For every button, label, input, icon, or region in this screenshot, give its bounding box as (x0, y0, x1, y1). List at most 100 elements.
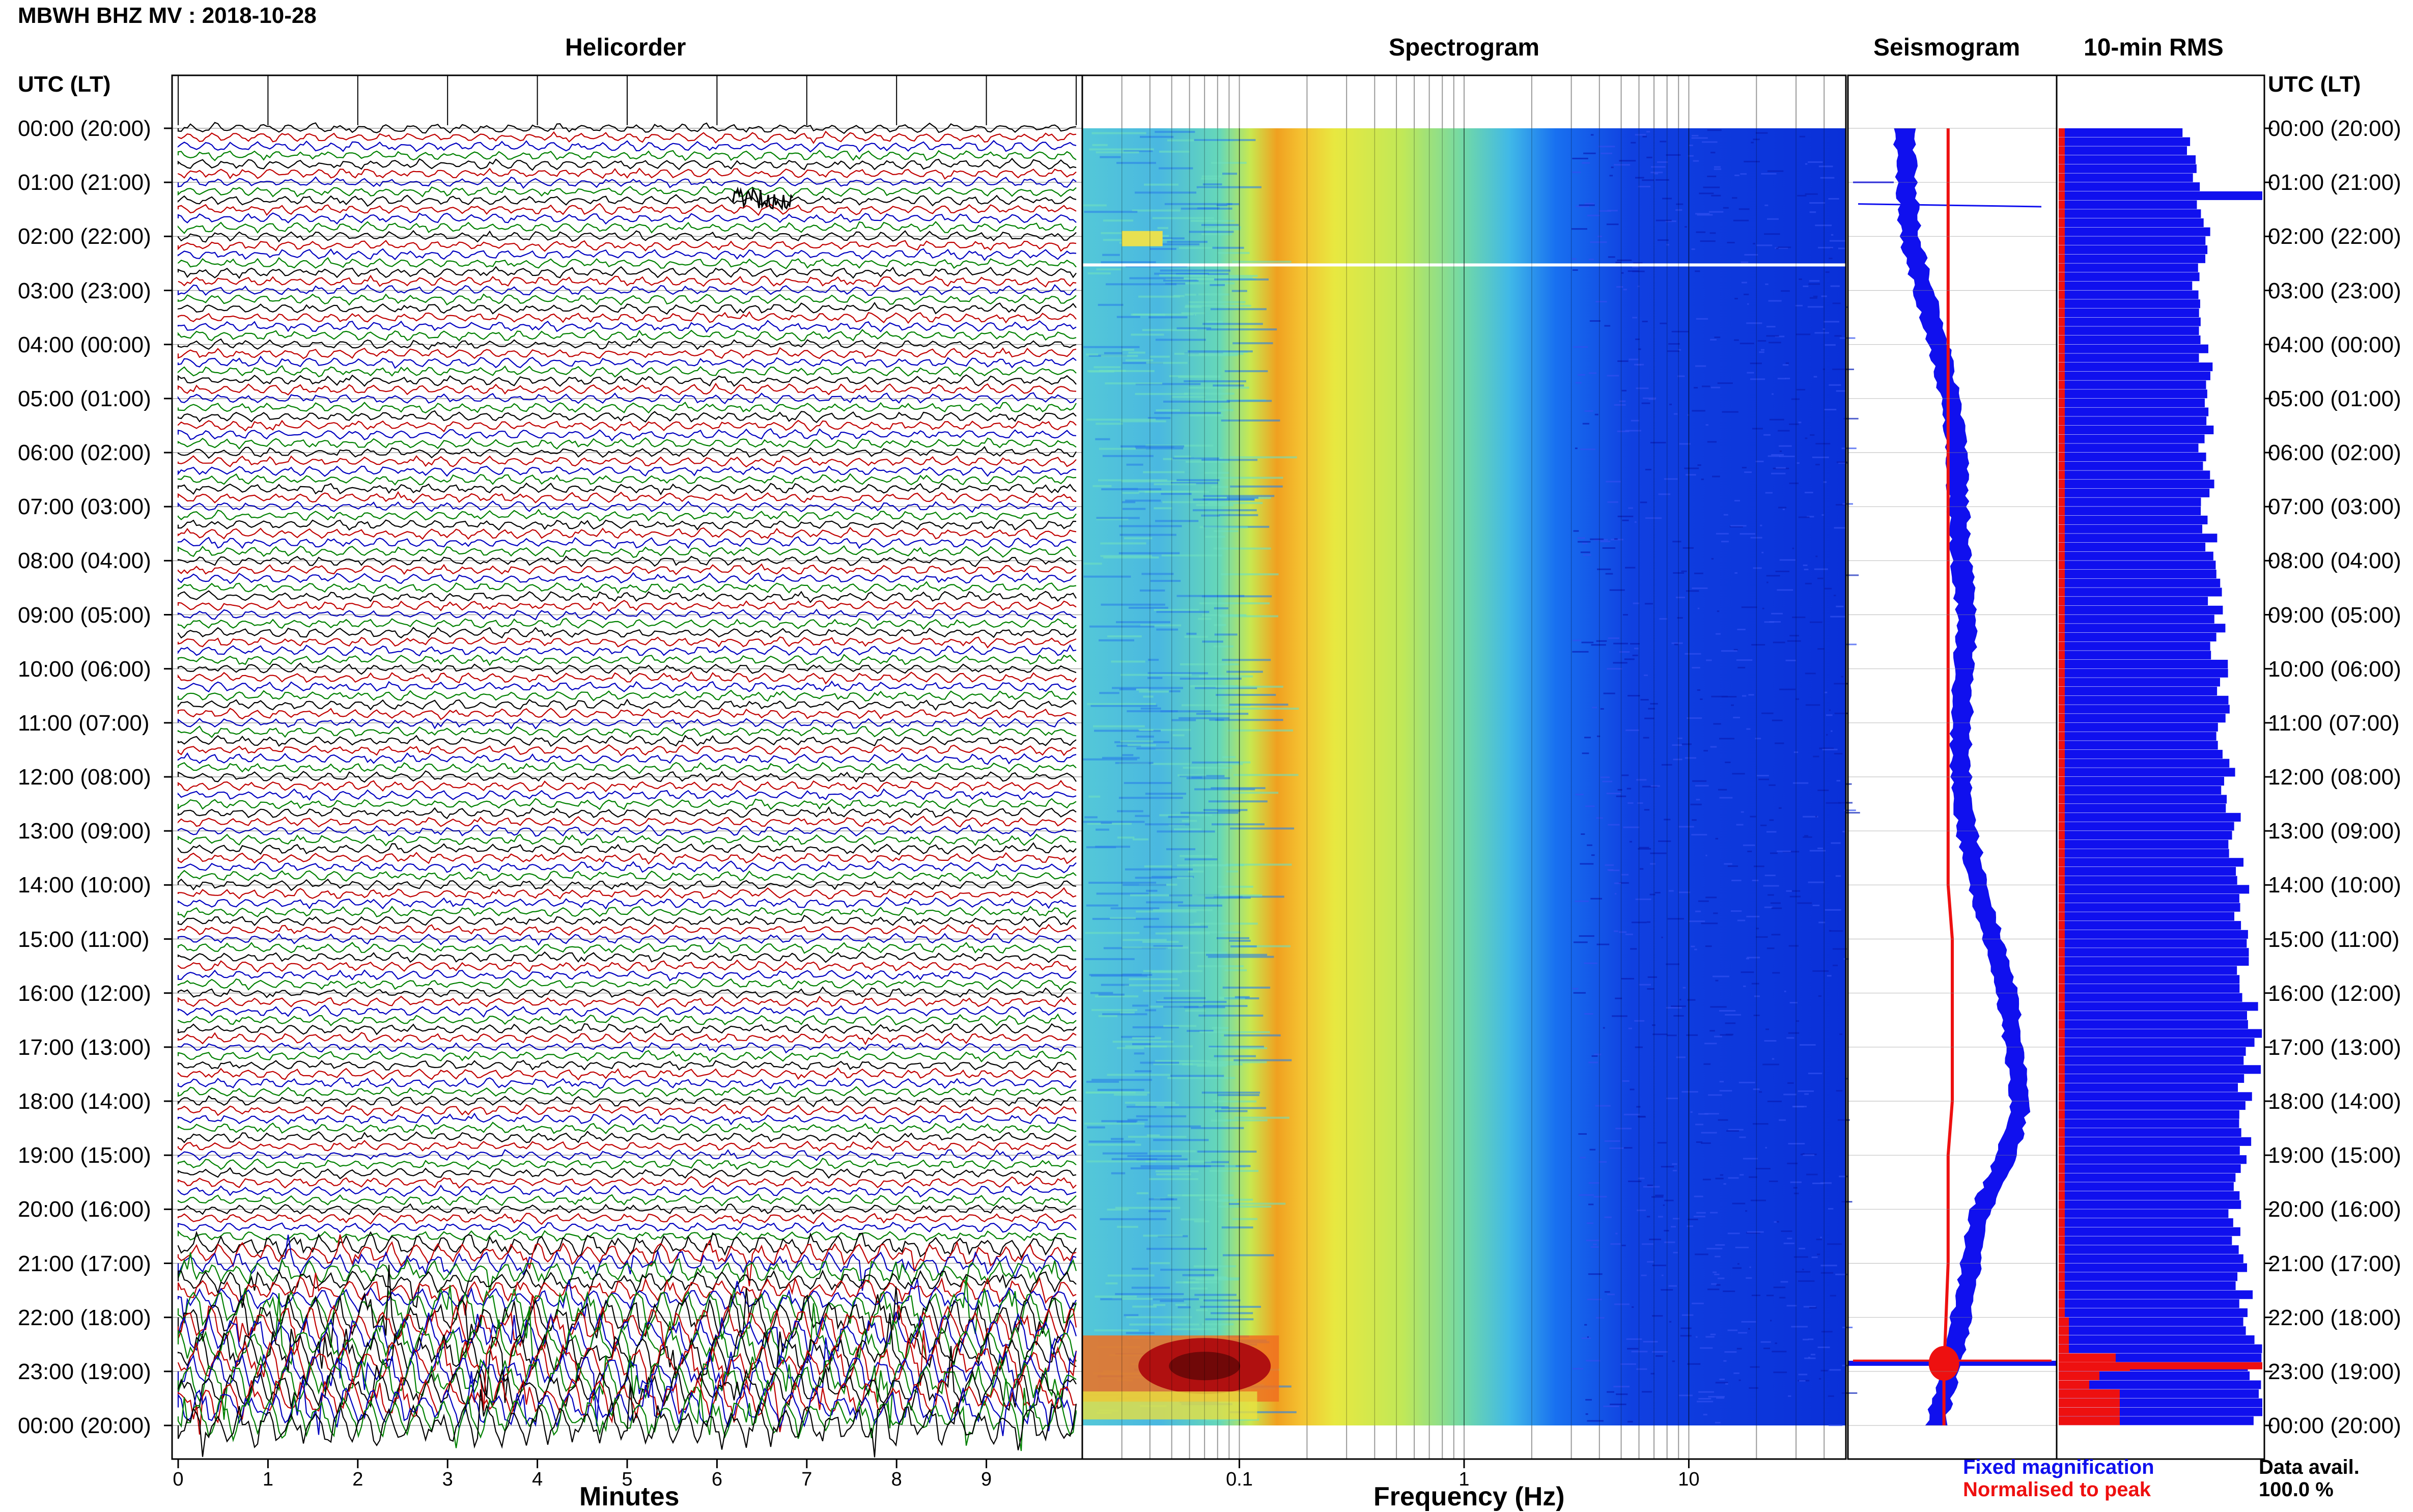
rms-bar-normalised (2059, 290, 2065, 299)
helicorder-trace (177, 860, 1077, 874)
rms-bar-fixed (2059, 425, 2214, 435)
helicorder-trace (177, 437, 1077, 450)
spectrogram-frame (1081, 74, 1847, 1460)
rms-bar-fixed (2059, 236, 2206, 245)
rms-bar-normalised (2059, 1038, 2065, 1047)
rms-bar-fixed (2059, 1281, 2236, 1290)
rms-bar-fixed (2059, 1335, 2255, 1345)
helicorder-trace (177, 526, 1077, 540)
rms-bar-normalised (2059, 813, 2065, 822)
time-label-right: 16:00 (12:00) (2268, 981, 2401, 1006)
rms-bar-fixed (2059, 173, 2193, 182)
helicorder-trace (177, 662, 1077, 675)
rms-bar-fixed (2059, 1290, 2253, 1299)
rms-bar-fixed (2059, 1191, 2240, 1200)
rms-bar-fixed (2059, 605, 2223, 614)
rms-peak-bar (2059, 1362, 2262, 1369)
helicorder-trace (177, 608, 1077, 621)
rms-bar-fixed (2059, 668, 2228, 678)
helicorder-trace (177, 735, 1077, 747)
helicorder-trace (177, 1276, 1077, 1340)
rms-bar-fixed (2059, 578, 2221, 587)
helicorder-trace (177, 986, 1077, 999)
time-label-left: 04:00 (00:00) (18, 332, 151, 357)
helicorder-trace (177, 852, 1077, 865)
rms-bar-normalised (2059, 749, 2065, 759)
rms-bar-fixed (2059, 1020, 2248, 1029)
rms-bar-fixed (2059, 1344, 2262, 1353)
rms-bar-fixed (2059, 344, 2208, 353)
helicorder-trace (177, 1022, 1077, 1035)
helicorder-trace (177, 167, 1077, 180)
rms-bar-normalised (2059, 903, 2065, 912)
rms-bar-normalised (2059, 858, 2065, 867)
time-label-left: 05:00 (01:00) (18, 386, 151, 411)
spectrogram-tick-label: 1 (1458, 1469, 1469, 1490)
rms-bar-fixed (2059, 768, 2235, 777)
rms-bar-fixed (2059, 1002, 2258, 1011)
helicorder-trace (177, 788, 1077, 801)
rms-bar-fixed (2059, 894, 2239, 903)
time-label-right: 20:00 (16:00) (2268, 1197, 2401, 1222)
rms-bar-fixed (2059, 632, 2216, 641)
rms-bar-normalised (2059, 1254, 2065, 1263)
rms-bar-fixed (2059, 1146, 2240, 1155)
rms-bar-normalised (2059, 1011, 2065, 1020)
rms-bar-normalised (2059, 1002, 2065, 1011)
rms-bar-fixed (2059, 614, 2214, 624)
rms-bar-normalised (2059, 209, 2065, 218)
rms-bar-normalised (2059, 443, 2065, 453)
helicorder-trace (177, 887, 1077, 900)
rms-bar-normalised (2059, 1083, 2065, 1092)
helicorder-trace (177, 618, 1077, 630)
rms-bar-normalised (2059, 641, 2065, 651)
spectrogram-title: Spectrogram (1389, 34, 1540, 61)
helicorder-trace (177, 365, 1077, 378)
rms-bar-normalised (2059, 272, 2065, 282)
rms-bar-normalised (2059, 1227, 2065, 1236)
rms-bar-fixed (2059, 822, 2234, 831)
rms-bar-fixed (2059, 885, 2250, 894)
rms-bar-fixed (2059, 200, 2197, 209)
rms-bar-fixed (2059, 281, 2193, 290)
helicorder-trace (177, 563, 1077, 575)
helicorder-trace (177, 248, 1077, 261)
rms-bar-normalised (2059, 380, 2065, 389)
helicorder-trace (177, 410, 1077, 424)
helicorder-trace (177, 301, 1077, 315)
helicorder-trace (177, 157, 1077, 171)
helicorder-trace (177, 878, 1077, 892)
rms-bar-normalised (2059, 425, 2065, 435)
time-label-right: 03:00 (23:00) (2268, 278, 2401, 303)
helicorder-trace (177, 221, 1077, 234)
time-label-right: 01:00 (21:00) (2268, 170, 2401, 195)
rms-bar-fixed (2059, 335, 2201, 345)
rms-bar-normalised (2059, 984, 2065, 993)
rms-bar-normalised (2059, 1191, 2065, 1200)
rms-bar-fixed (2059, 254, 2206, 263)
rms-bar-normalised (2059, 524, 2065, 534)
rms-bar-fixed (2059, 534, 2218, 543)
helicorder-trace (177, 473, 1077, 486)
helicorder-trace (177, 465, 1077, 477)
rms-bar-normalised (2059, 678, 2065, 687)
rms-bar-normalised (2059, 1047, 2065, 1056)
helicorder-trace (177, 419, 1077, 433)
time-label-right: 07:00 (03:00) (2268, 494, 2401, 520)
helicorder-trace (177, 906, 1077, 918)
legend-fixed-magnification: Fixed magnification (1963, 1456, 2154, 1478)
rms-bar-fixed (2059, 1308, 2248, 1318)
rms-bar-fixed (2059, 866, 2236, 876)
rms-bar-fixed (2059, 542, 2206, 552)
helicorder-trace (177, 382, 1077, 396)
rms-bar-fixed (2059, 1128, 2241, 1137)
rms-bar-fixed (2059, 804, 2226, 813)
rms-bar-normalised (2059, 777, 2065, 786)
rms-bar-normalised (2059, 966, 2065, 975)
rms-bar-normalised (2059, 534, 2065, 543)
spectrogram-xlabel: Frequency (Hz) (1373, 1482, 1565, 1511)
rms-bar-fixed (2059, 984, 2240, 993)
helicorder-trace (177, 1371, 1077, 1436)
rms-bar-normalised (2059, 866, 2065, 876)
helicorder-trace (177, 744, 1077, 757)
